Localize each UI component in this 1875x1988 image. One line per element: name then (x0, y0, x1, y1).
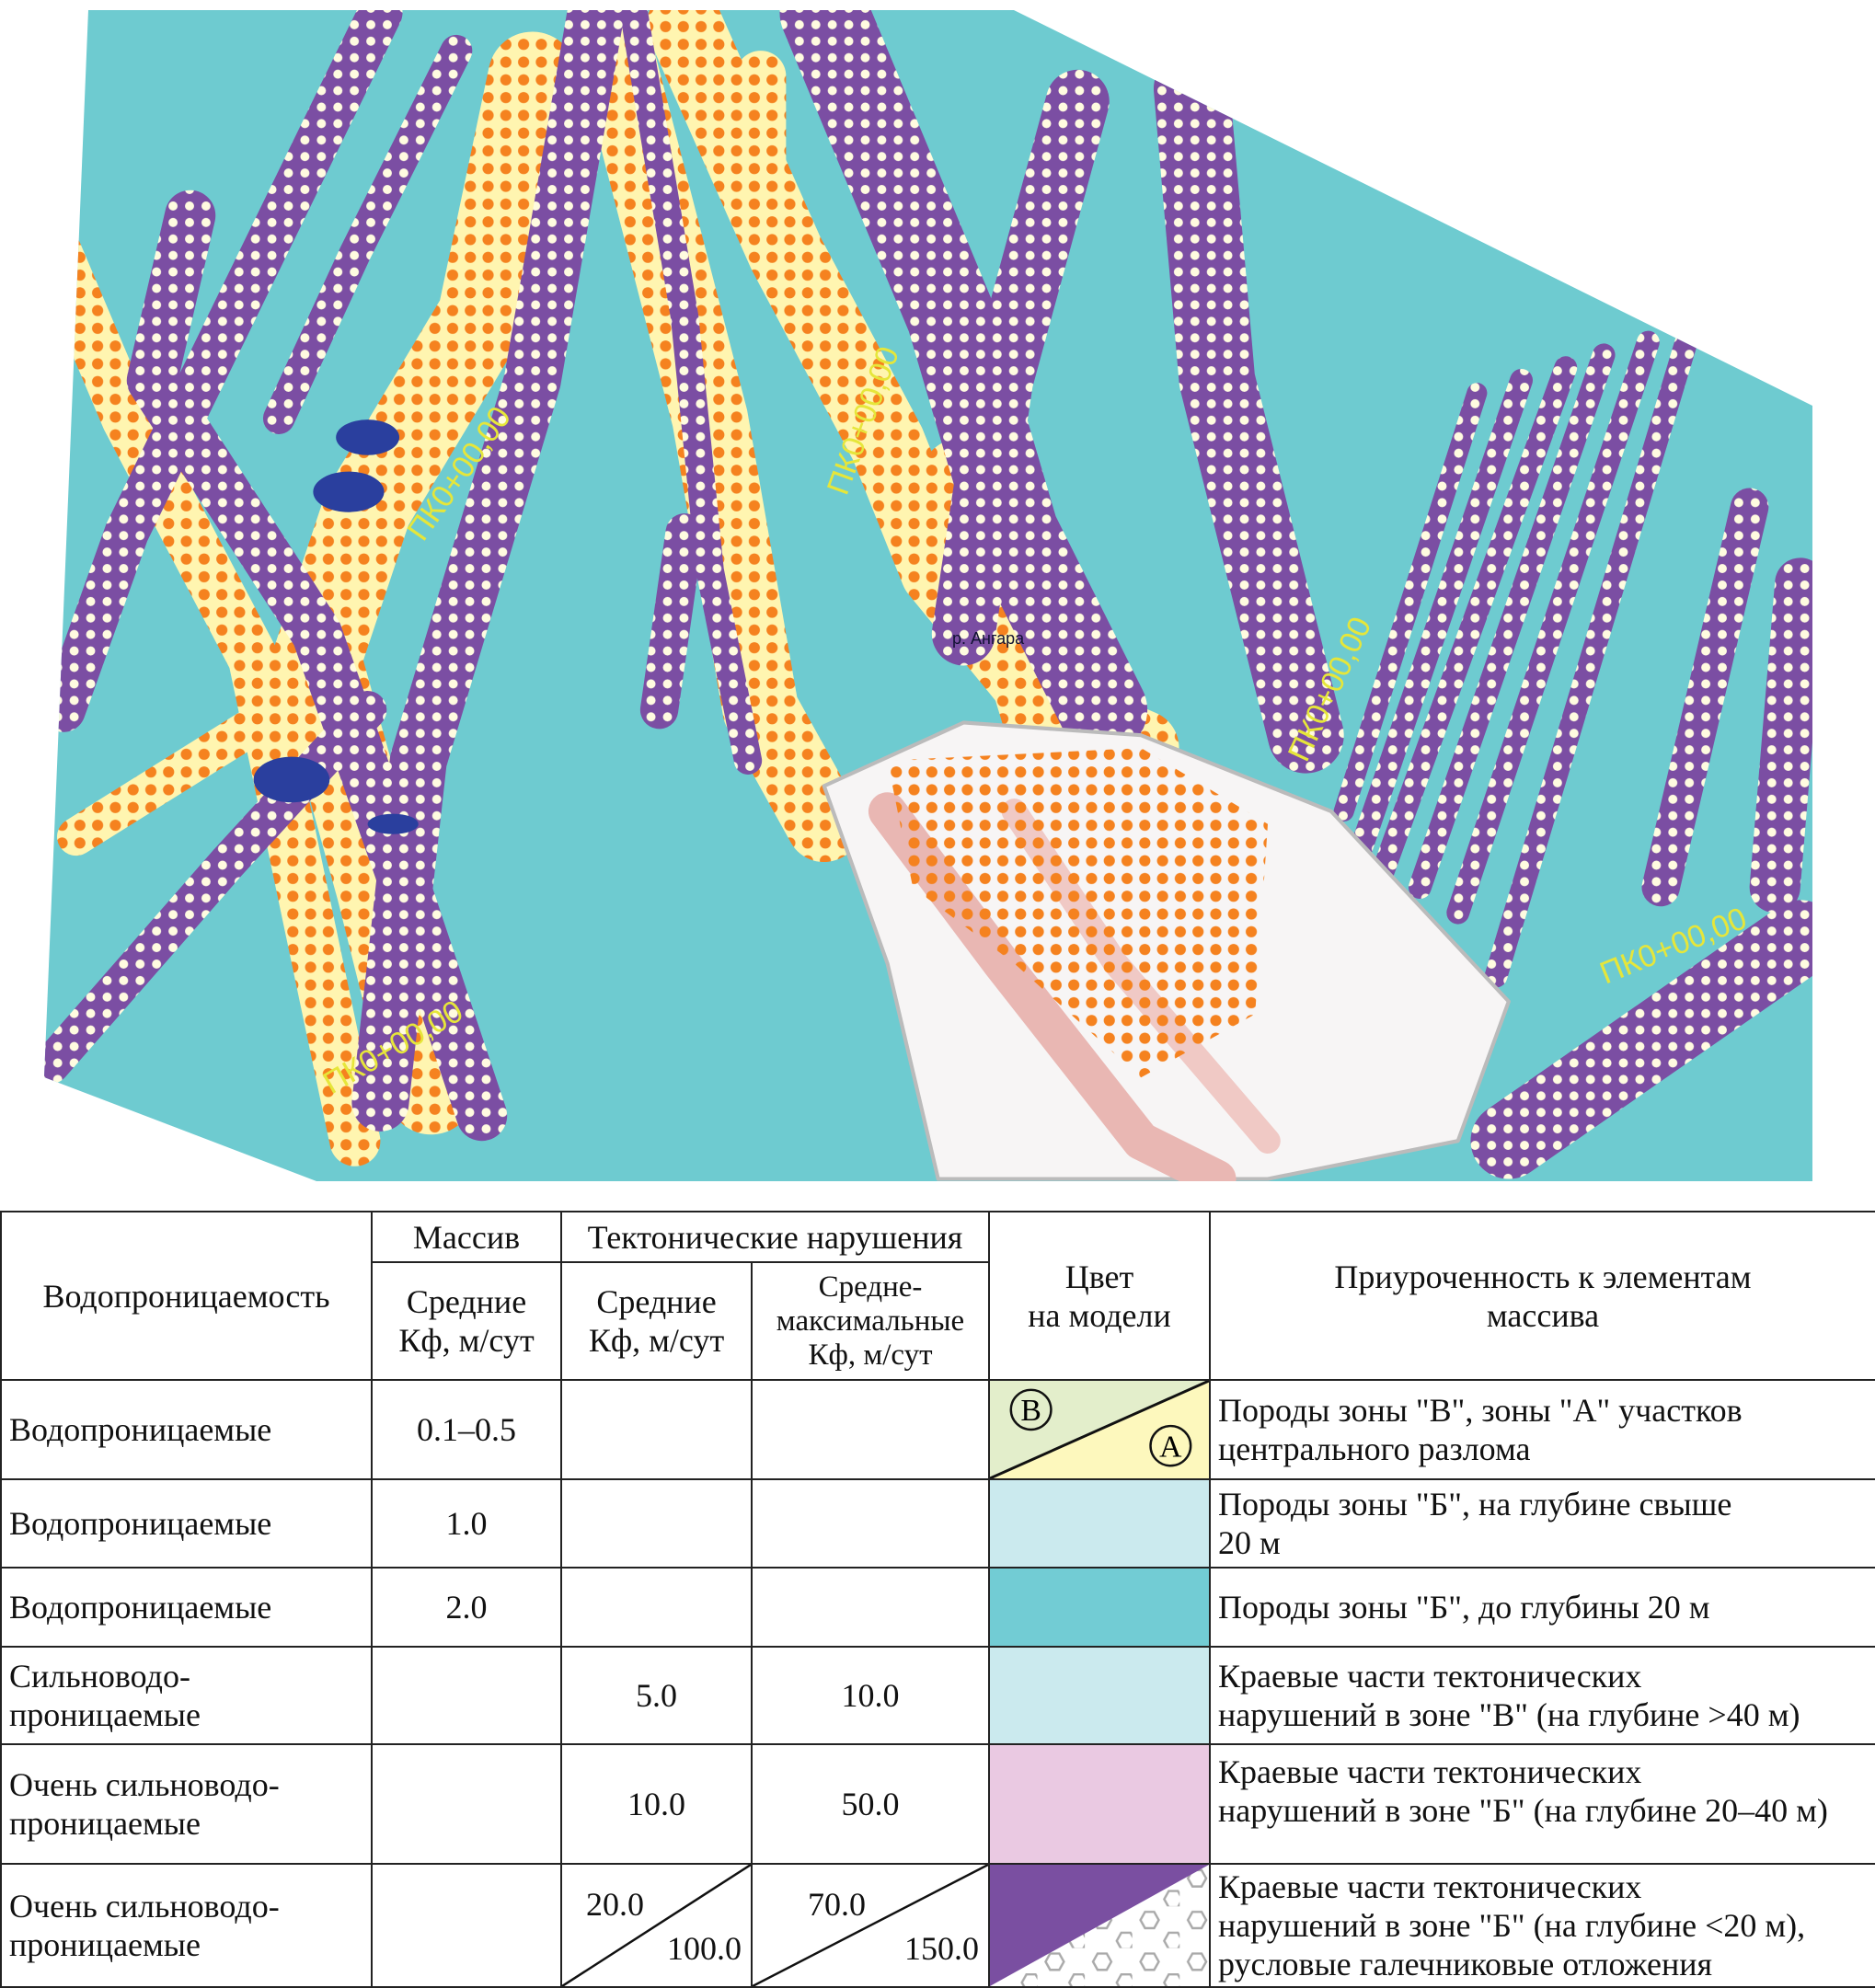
header-permeability: Водопроницаемость (0, 1211, 373, 1381)
hydrogeological-model-map: ПК0+00,00 ПК0+00,00 ПК0+00,00 ПК0+00,00 … (44, 10, 1812, 1181)
tect-max-value: 10.0 (751, 1646, 990, 1745)
massif-value: 1.0 (371, 1478, 562, 1569)
association-line: Краевые части тектонических (1218, 1658, 1642, 1695)
table-row: Очень сильноводо-проницаемые 10.0 50.0 К… (0, 1743, 1875, 1865)
association-line: Краевые части тектонических (1218, 1868, 1642, 1905)
association-cell: Краевые части тектонических нарушений в з… (1209, 1863, 1875, 1988)
color-swatch-light-blue (988, 1478, 1211, 1569)
association-cell: Породы зоны "Б", на глубине свыше 20 м (1209, 1478, 1875, 1569)
color-swatch-pink (988, 1743, 1211, 1865)
header-association-line: Приуроченность к элементам (1334, 1258, 1752, 1295)
table-row: Водопроницаемые 0.1–0.5 B A Породы зоны … (0, 1379, 1875, 1480)
header-line: Средние (596, 1283, 717, 1320)
map-label-river: р. Ангара (952, 629, 1025, 648)
header-color-line: Цвет (1064, 1258, 1134, 1295)
massif-value (371, 1646, 562, 1745)
color-swatch-b-a: B A (988, 1379, 1211, 1480)
tect-max-split-cell: 70.0 150.0 (751, 1863, 990, 1988)
header-line: Кф, м/сут (398, 1322, 535, 1359)
tect-max-value (751, 1567, 990, 1648)
permeability-line: проницаемые (9, 1926, 201, 1963)
header-tect-mean: Средние Кф, м/сут (560, 1261, 753, 1381)
association-line: 20 м (1218, 1524, 1281, 1561)
header-massif-mean: Средние Кф, м/сут (371, 1261, 562, 1381)
tect-mean-value-upper: 20.0 (586, 1886, 644, 1923)
association-cell: Породы зоны "Б", до глубины 20 м (1209, 1567, 1875, 1648)
table-row: Водопроницаемые 1.0 Породы зоны "Б", на … (0, 1478, 1875, 1569)
permeability-cell: Водопроницаемые (0, 1567, 373, 1648)
association-line: Породы зоны "Б", на глубине свыше (1218, 1486, 1732, 1523)
tect-max-value (751, 1478, 990, 1569)
tect-mean-value (560, 1478, 753, 1569)
fault-bands (44, 10, 1812, 1179)
header-association: Приуроченность к элементам массива (1209, 1211, 1875, 1381)
permeability-line: проницаемые (9, 1696, 201, 1733)
table-row: Сильноводо-проницаемые 5.0 10.0 Краевые … (0, 1646, 1875, 1745)
header-tect-max: Средне-максимальные Кф, м/сут (751, 1261, 990, 1381)
table-row: Очень сильноводо-проницаемые 20.0 100.0 … (0, 1863, 1875, 1988)
tect-mean-value-lower: 100.0 (667, 1930, 742, 1967)
permeability-line: Очень сильноводо- (9, 1766, 280, 1803)
permeability-line: проницаемые (9, 1805, 201, 1842)
header-massif: Массив (371, 1211, 562, 1263)
permeability-line: Сильноводо- (9, 1658, 190, 1695)
association-cell: Краевые части тектонических нарушений в з… (1209, 1646, 1875, 1745)
permeability-line: Очень сильноводо- (9, 1888, 280, 1925)
header-association-line: массива (1486, 1296, 1600, 1334)
tect-max-value: 50.0 (751, 1743, 990, 1865)
header-line: Кф, м/сут (808, 1338, 933, 1372)
tect-max-value-upper: 70.0 (808, 1886, 866, 1923)
permeability-cell: Очень сильноводо-проницаемые (0, 1743, 373, 1865)
color-swatch-teal (988, 1567, 1211, 1648)
tect-mean-split-cell: 20.0 100.0 (560, 1863, 753, 1988)
color-swatch-light-blue (988, 1646, 1211, 1745)
tect-mean-value (560, 1379, 753, 1480)
massif-value (371, 1743, 562, 1865)
massif-value: 2.0 (371, 1567, 562, 1648)
header-line: максимальные (776, 1304, 965, 1338)
header-tectonic: Тектонические нарушения (560, 1211, 990, 1263)
association-line: нарушений в зоне "В" (на глубине >40 м) (1218, 1696, 1800, 1733)
tect-mean-value: 5.0 (560, 1646, 753, 1745)
association-line: нарушений в зоне "Б" (на глубине 20–40 м… (1218, 1792, 1828, 1829)
header-color-line: на модели (1028, 1296, 1171, 1334)
tect-max-value (751, 1379, 990, 1480)
association-cell: Породы зоны "В", зоны "А" участков центра… (1209, 1379, 1875, 1480)
tect-max-value-lower: 150.0 (904, 1930, 979, 1967)
association-line: нарушений в зоне "Б" (на глубине <20 м), (1218, 1907, 1806, 1944)
massif-value (371, 1863, 562, 1988)
legend-table: Водопроницаемость Массив Тектонические н… (0, 1211, 1875, 1988)
permeability-cell: Очень сильноводо-проницаемые (0, 1863, 373, 1988)
header-line: Кф, м/сут (588, 1322, 725, 1359)
permeability-cell: Водопроницаемые (0, 1478, 373, 1569)
association-line: русловые галечниковые отложения (1218, 1946, 1713, 1982)
massif-value: 0.1–0.5 (371, 1379, 562, 1480)
table-row: Водопроницаемые 2.0 Породы зоны "Б", до … (0, 1567, 1875, 1648)
association-line: Породы зоны "В", зоны "А" участков (1218, 1392, 1743, 1429)
association-cell: Краевые части тектонических нарушений в з… (1209, 1743, 1875, 1865)
dark-blue-patches (253, 419, 419, 834)
association-line: Краевые части тектонических (1218, 1753, 1642, 1790)
tect-mean-value: 10.0 (560, 1743, 753, 1865)
permeability-cell: Сильноводо-проницаемые (0, 1646, 373, 1745)
zone-b-label: B (1020, 1394, 1041, 1428)
color-swatch-purple-pebbles (988, 1863, 1211, 1988)
tect-mean-value (560, 1567, 753, 1648)
association-line: центрального разлома (1218, 1431, 1531, 1467)
header-line: Средние (406, 1283, 527, 1320)
header-color: Цвет на модели (988, 1211, 1211, 1381)
header-line: Средне- (818, 1270, 923, 1304)
permeability-cell: Водопроницаемые (0, 1379, 373, 1480)
zone-a-label: A (1159, 1431, 1181, 1465)
